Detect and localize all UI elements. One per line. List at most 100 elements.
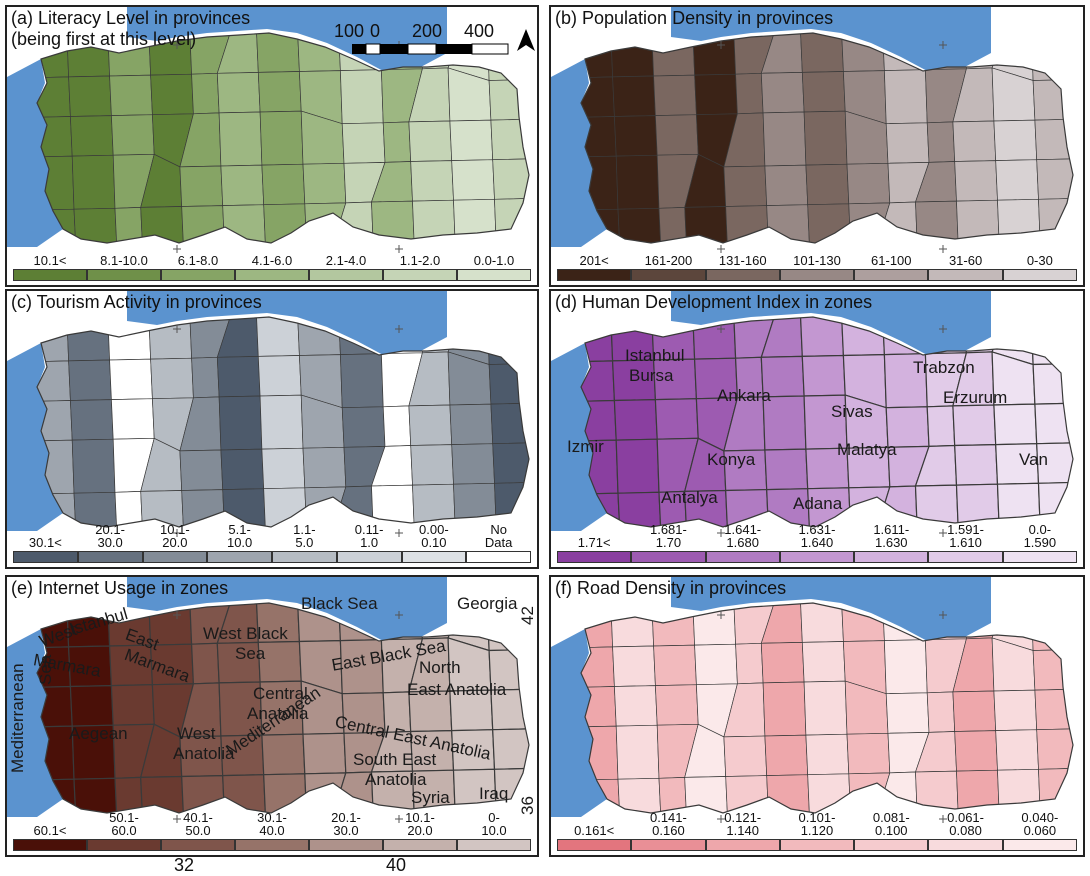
legend-label: 0.061- 0.080 [947,810,984,838]
legend-item: 40.1- 50.0 [161,809,235,851]
graticule-cross [395,815,403,823]
legend-swatch [854,839,929,851]
legend-item: 201< [557,251,632,281]
province-region [694,73,738,116]
zone-label-trabzon: Trabzon [913,358,975,377]
place-label-syria: Syria [411,788,450,807]
province-region [73,777,118,813]
graticule-cross [173,611,181,619]
legend-item: 20.1- 30.0 [77,521,143,563]
panel-title: (b) Population Density in provinces [555,8,834,28]
graticule-cross [395,529,403,537]
legend-label: 60.1< [33,823,67,838]
province-region [848,202,891,243]
legend-swatch [557,839,632,851]
province-region [340,69,384,125]
map-population [551,7,1074,253]
province-region [1032,79,1073,121]
country-outline [36,602,530,814]
scale-bar: 100 0 200 400 [334,21,512,57]
legend-label: 1.611- 1.630 [873,522,910,550]
province-region [612,645,656,687]
province-region [408,404,453,446]
legend-label: 2.1-4.0 [325,253,367,268]
legend-label: 0.101- 1.120 [798,810,836,838]
province-region [453,198,497,243]
legend-item: 0.0- 1.590 [1002,521,1077,563]
province-region [617,207,662,243]
province-region [449,119,494,161]
legend-swatch [142,551,208,563]
zone-label-adana: Adana [793,494,843,513]
zone-label-erzurum: Erzurum [943,388,1008,407]
province-region [179,449,224,491]
province-region [926,121,956,163]
legend-item: 31-60 [928,251,1003,281]
province-region [256,33,300,73]
scale-label: 400 [464,21,495,41]
province-region [486,317,529,365]
province-region [805,163,850,206]
province-region [993,119,1038,161]
legend-label: 30.1< [28,535,62,550]
province-region [653,644,697,686]
graticule-cross [173,529,181,537]
legend-label: 0- 10.0 [481,810,507,838]
legend-item: 0.11- 1.0 [336,521,402,563]
province-region [723,735,768,777]
panel-subtitle: (being first at this level) [11,29,197,49]
province-region [613,398,658,441]
legend: 60.1< 50.1- 60.0 40.1- 50.0 30.1- 40.0 20.1-… [13,809,531,851]
legend-label: 4.1-6.0 [251,253,293,268]
scale-label: 100 [334,21,365,41]
province-region [449,403,494,445]
province-region [614,685,658,727]
province-region [926,405,956,448]
legend-label: 10.1< [33,253,67,268]
panel-population: (b) Population Density in provinces 201<… [549,5,1085,287]
legend-item: 0.081- 0.100 [854,809,929,851]
province-region [190,642,220,685]
legend-swatch [928,839,1003,851]
province-region [612,75,656,117]
province-region [658,777,687,813]
legend-swatch [854,269,929,281]
province-region [111,114,155,156]
legend-item: 6.1-8.0 [161,251,235,281]
province-region [302,732,347,775]
graticule-cross [717,245,725,253]
legend-item: 30.1< [13,521,78,563]
legend-item: 0-30 [1002,251,1077,281]
legend-item: 50.1- 60.0 [87,809,161,851]
legend-label: 1.591- 1.610 [947,522,984,550]
legend-label: 0.11- 1.0 [354,522,384,550]
zone-label-west-anatolia-2: Anatolia [173,744,235,763]
legend-swatch [631,839,706,851]
province-region [257,71,302,113]
legend-swatch [779,839,855,851]
province-region [382,405,412,447]
province-region [805,733,850,776]
province-region [735,642,764,685]
zone-label-central-anatolia-1: Central [253,684,308,703]
province-region [800,603,844,643]
legend-item: 0.0-1.0 [457,251,531,281]
province-region [993,689,1038,731]
legend-swatch [235,269,309,281]
panel-road-density: (f) Road Density in provinces 0.161< 0.14… [549,575,1085,857]
province-region [220,448,265,490]
legend-label: 20.1- 30.0 [95,522,125,550]
graticule-cross [395,325,403,333]
graticule-cross [173,245,181,253]
province-region [408,120,453,162]
panel-title: (e) Internet Usage in zones [11,578,229,598]
legend-item: 4.1-6.0 [235,251,309,281]
country-outline [580,602,1074,814]
province-region [150,73,194,116]
legend-item: 20.1- 30.0 [309,809,383,851]
legend-item: 1.1-2.0 [383,251,457,281]
legend-label: 161-200 [644,253,693,268]
zone-label-west-anatolia-1: West [177,724,216,743]
legend-item: No Data [466,521,531,563]
province-region [341,122,386,164]
